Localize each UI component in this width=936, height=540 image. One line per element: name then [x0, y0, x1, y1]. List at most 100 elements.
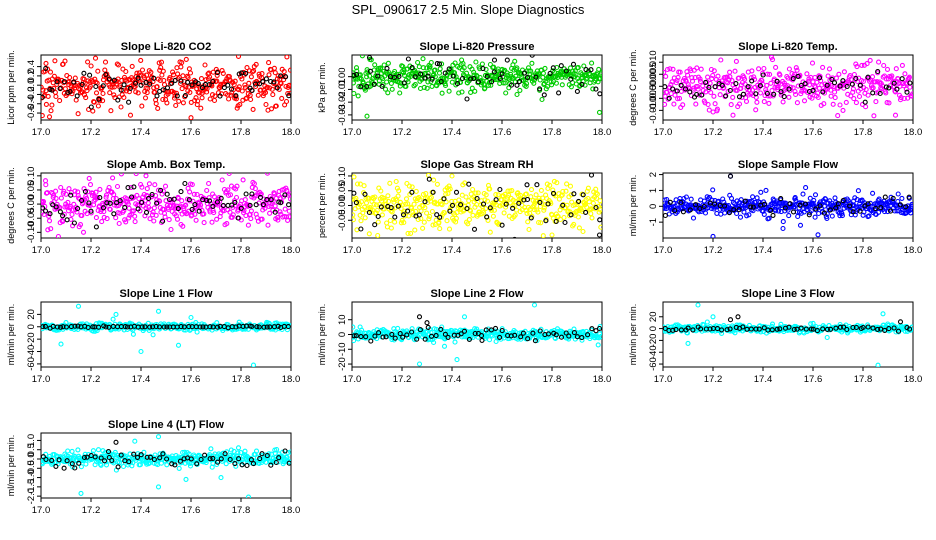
data-point [383, 334, 389, 340]
data-point [43, 182, 49, 188]
y-tick-label: 0 [648, 204, 659, 209]
data-point [548, 79, 554, 85]
data-point [103, 324, 109, 330]
data-point [730, 119, 732, 120]
data-point [712, 101, 718, 107]
data-point [579, 72, 585, 78]
data-point [860, 324, 866, 331]
data-point [388, 205, 394, 211]
data-point [143, 205, 149, 211]
data-point [467, 208, 474, 214]
data-point [352, 90, 357, 97]
data-point [879, 86, 885, 92]
data-point [286, 460, 291, 466]
data-point [215, 459, 221, 465]
data-point [680, 102, 686, 108]
data-point [375, 73, 381, 79]
data-point [742, 81, 748, 87]
data-point [211, 194, 217, 200]
data-point [198, 202, 204, 208]
data-point [689, 78, 696, 84]
data-point [91, 99, 97, 105]
data-point [554, 180, 560, 186]
data-point [392, 214, 398, 220]
data-point [751, 74, 757, 80]
x-tick-label: 17.4 [132, 505, 151, 516]
data-point [688, 196, 694, 202]
data-point [85, 59, 91, 65]
data-point [487, 229, 493, 235]
data-point [810, 200, 816, 206]
data-point [711, 201, 718, 207]
data-point [138, 72, 144, 78]
data-point [493, 192, 499, 198]
x-tick-label: 17.6 [182, 245, 201, 256]
data-point [382, 86, 389, 92]
x-tick-label: 17.8 [854, 245, 873, 256]
x-tick-label: 18.0 [282, 245, 301, 256]
data-point [189, 182, 195, 188]
x-tick-label: 17.8 [232, 127, 251, 138]
data-point [113, 311, 119, 317]
data-point [164, 462, 170, 468]
data-point [151, 205, 157, 211]
data-point [748, 204, 754, 210]
data-point [214, 70, 220, 76]
data-point [416, 64, 422, 70]
data-point [736, 101, 743, 107]
data-point [153, 101, 159, 107]
data-point [534, 182, 540, 188]
data-point [814, 328, 820, 334]
data-point [442, 70, 448, 76]
data-point [907, 80, 913, 86]
data-point [381, 68, 387, 75]
data-point [210, 455, 216, 461]
data-point [257, 194, 264, 200]
data-point [547, 70, 553, 76]
data-point [420, 65, 426, 71]
data-point [549, 232, 555, 238]
data-point [795, 213, 801, 220]
data-point [369, 207, 375, 213]
data-point [863, 104, 869, 110]
data-point [62, 86, 68, 92]
data-point [484, 214, 490, 220]
data-point [678, 82, 684, 88]
data-point [131, 184, 137, 190]
data-point [564, 181, 570, 187]
data-point [715, 73, 721, 79]
data-point [264, 173, 271, 176]
y-tick-label: -0.02 [337, 91, 348, 113]
data-points [663, 55, 913, 120]
data-point [509, 188, 515, 194]
data-point [211, 210, 217, 216]
data-point [425, 73, 431, 79]
y-tick-label: -60 [26, 357, 37, 371]
data-point [695, 302, 701, 308]
data-point [72, 323, 78, 329]
data-point [437, 226, 443, 232]
data-point [672, 208, 678, 214]
data-point [832, 195, 838, 201]
data-point [822, 196, 829, 202]
data-point [586, 199, 592, 205]
data-point [433, 333, 439, 339]
data-point [145, 85, 151, 92]
data-point [697, 79, 704, 85]
data-point [281, 69, 287, 75]
data-point [278, 200, 284, 206]
data-point [909, 201, 913, 207]
data-point [122, 205, 128, 211]
x-tick-label: 17.8 [543, 127, 562, 138]
data-point [533, 74, 539, 80]
data-point [497, 75, 503, 82]
x-tick-label: 17.0 [343, 374, 362, 385]
data-point [873, 206, 879, 212]
data-point [851, 96, 857, 102]
data-point [92, 454, 98, 460]
data-point [514, 91, 520, 98]
data-point [667, 199, 673, 205]
data-point [705, 101, 711, 108]
